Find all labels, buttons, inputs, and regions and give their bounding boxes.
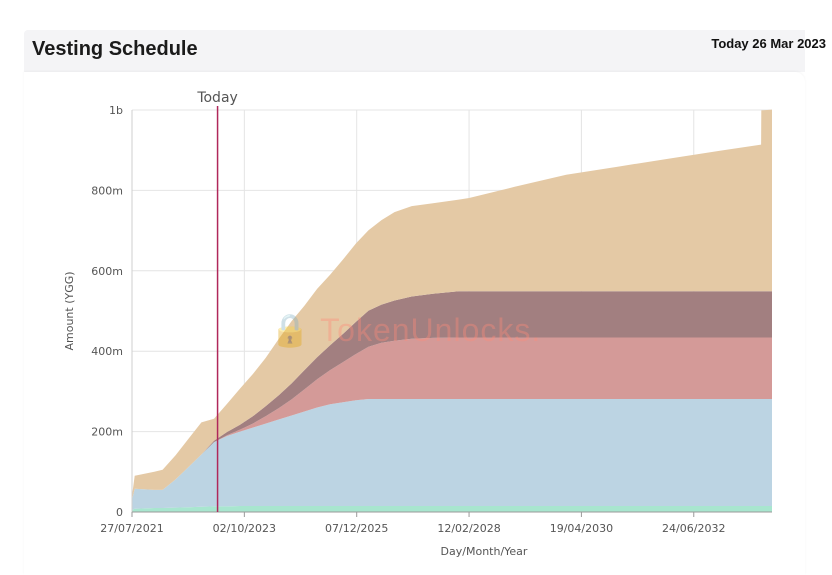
- x-tick-label: 27/07/2021: [100, 522, 163, 535]
- area-series-4: [132, 291, 772, 500]
- x-tick-label: 02/10/2023: [213, 522, 276, 535]
- y-tick-label: 1b: [109, 104, 123, 117]
- x-tick-label: 24/06/2032: [662, 522, 725, 535]
- x-tick-label: 07/12/2025: [325, 522, 388, 535]
- today-marker-label: Today: [196, 90, 238, 106]
- stacked-areas: [132, 109, 772, 512]
- today-date-label: Today 26 Mar 2023: [711, 36, 826, 51]
- chart-header: Vesting Schedule: [24, 30, 805, 72]
- today-marker: Today: [196, 90, 238, 512]
- y-tick-label: 600m: [91, 265, 123, 278]
- area-series-3: [132, 337, 772, 500]
- y-tick-label: 200m: [91, 426, 123, 439]
- x-tick-label: 12/02/2028: [437, 522, 500, 535]
- y-axis-title: Amount (YGG): [63, 271, 76, 350]
- y-tick-label: 400m: [91, 345, 123, 358]
- chart-title: Vesting Schedule: [32, 38, 198, 60]
- watermark-text: TokenUnlocks.: [320, 312, 542, 348]
- x-tick-label: 19/04/2030: [550, 522, 613, 535]
- x-axis-title: Day/Month/Year: [441, 545, 528, 558]
- watermark: 🔒 TokenUnlocks.: [270, 311, 541, 349]
- lock-icon: 🔒: [270, 312, 311, 348]
- y-tick-label: 0: [116, 506, 123, 519]
- area-series-2: [132, 399, 772, 510]
- area-series-1: [132, 506, 772, 512]
- area-series-5: [132, 109, 772, 500]
- y-tick-label: 800m: [91, 184, 123, 197]
- axes: 0 200m 400m 600m 800m 1b 27/07/2021 02/10/2023 0…: [63, 104, 772, 558]
